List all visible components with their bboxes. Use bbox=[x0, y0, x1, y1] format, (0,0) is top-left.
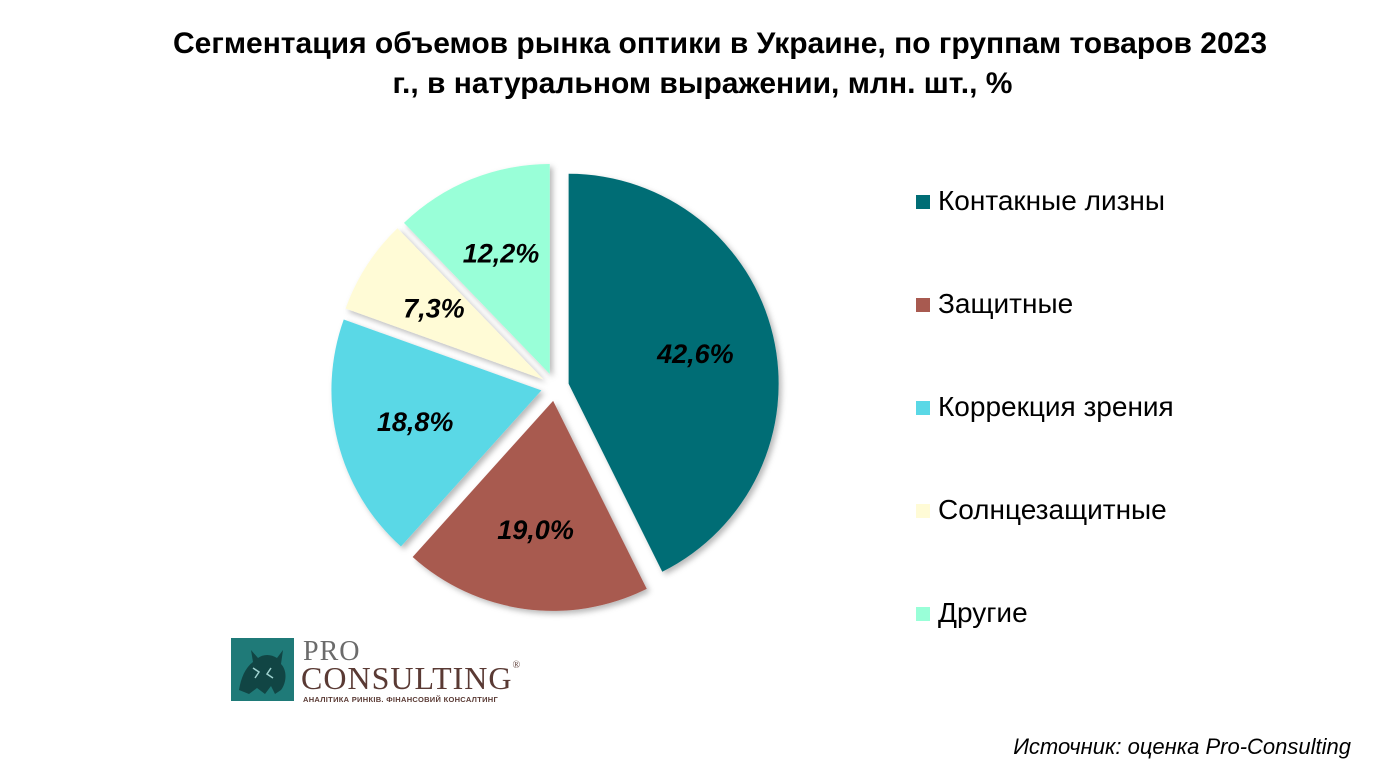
logo-tagline: АНАЛІТИКА РИНКІВ. ФІНАНСОВИЙ КОНСАЛТИНГ bbox=[303, 695, 499, 704]
slice-value-label-protective: 19,0% bbox=[497, 515, 574, 545]
legend-label: Солнцезащитные bbox=[938, 494, 1167, 525]
legend-label: Защитные bbox=[938, 288, 1074, 319]
pro-consulting-logo: PRO CONSULTING® АНАЛІТИКА РИНКІВ. ФІНАНС… bbox=[231, 636, 531, 706]
legend-label: Другие bbox=[938, 597, 1028, 628]
slice-value-label-contact-lenses: 42,6% bbox=[656, 339, 734, 369]
legend-label: Коррекция зрения bbox=[938, 391, 1174, 422]
slice-value-label-sunglasses: 7,3% bbox=[403, 294, 465, 324]
chart-source-note: Источник: оценка Pro-Consulting bbox=[1013, 734, 1351, 759]
legend-swatch bbox=[916, 504, 930, 518]
pie-slice-other bbox=[403, 164, 550, 375]
legend-swatch bbox=[916, 298, 930, 312]
pie-slice-contact-lenses bbox=[568, 173, 779, 572]
slice-value-label-vision-correction: 18,8% bbox=[377, 407, 454, 437]
logo-consulting-text: CONSULTING® bbox=[301, 660, 522, 696]
pie-slice-protective bbox=[412, 400, 647, 611]
rhino-logo-icon bbox=[231, 638, 294, 701]
slice-value-label-other: 12,2% bbox=[463, 238, 540, 268]
pie-slice-vision-correction bbox=[331, 319, 542, 547]
pie-slice-sunglasses bbox=[345, 228, 544, 380]
legend-swatch bbox=[916, 607, 930, 621]
chart-title-line-1: Сегментация объемов рынка оптики в Украи… bbox=[172, 27, 1268, 60]
legend-label: Контакные лизны bbox=[938, 185, 1166, 216]
chart-title: Сегментация объемов рынка оптики в Украи… bbox=[40, 24, 1393, 104]
logo-pro-text: PRO bbox=[303, 636, 361, 667]
chart-title-line-2: г., в натуральном выражении, млн. шт., % bbox=[392, 67, 1013, 100]
legend-swatch bbox=[916, 195, 930, 209]
legend-swatch bbox=[916, 401, 930, 415]
